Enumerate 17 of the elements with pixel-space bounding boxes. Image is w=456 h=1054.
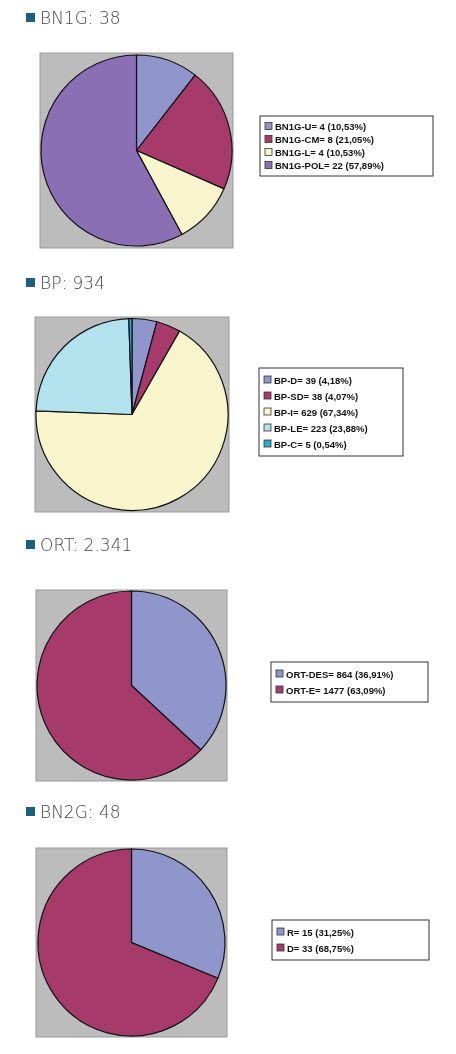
legend-label: BP-LE= 223 (23,88%) (274, 422, 368, 434)
legend-label: ORT-DES= 864 (36,91%) (286, 668, 394, 680)
legend-label: BN1G-L= 4 (10,53%) (275, 147, 366, 158)
legend-label: BP-I= 629 (67,34%) (274, 406, 359, 418)
chart-title: BP: 934 (40, 273, 105, 293)
chart-title: BN2G: 48 (40, 802, 121, 822)
legend-label: D= 33 (68,75%) (287, 942, 354, 954)
chart-title: BN1G: 38 (40, 8, 121, 28)
legend-label: BP-C= 5 (0,54%) (274, 438, 347, 450)
chart-title: ORT: 2.341 (40, 535, 133, 555)
legend-label: ORT-E= 1477 (63,09%) (286, 684, 386, 696)
legend-label: BP-SD= 38 (4,07%) (274, 390, 359, 402)
legend-label: BN1G-CM= 8 (21,05%) (275, 134, 374, 145)
legend-label: BN1G-POL= 22 (57,89%) (275, 160, 385, 171)
legend-label: BN1G-U= 4 (10,53%) (275, 121, 367, 132)
legend-label: R= 15 (31,25%) (287, 926, 354, 938)
legend-label: BP-D= 39 (4,18%) (274, 374, 352, 386)
